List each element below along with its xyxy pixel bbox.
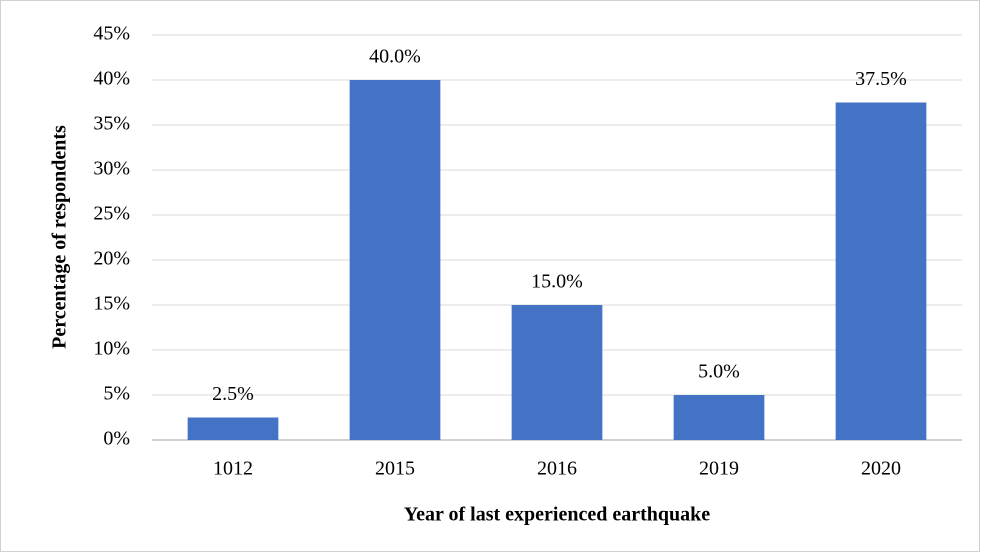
y-tick-label: 30% — [93, 158, 130, 180]
y-tick-label: 15% — [93, 293, 130, 315]
y-tick-label: 20% — [93, 248, 130, 270]
x-tick-label: 2019 — [699, 458, 739, 480]
y-tick-label: 25% — [93, 203, 130, 225]
y-tick-label: 5% — [103, 383, 130, 405]
data-label: 37.5% — [855, 68, 907, 90]
y-tick-label: 45% — [93, 23, 130, 45]
x-tick-label: 2016 — [537, 458, 577, 480]
data-label: 15.0% — [531, 271, 583, 293]
y-tick-label: 40% — [93, 68, 130, 90]
x-axis-title: Year of last experienced earthquake — [404, 504, 710, 526]
y-tick-label: 0% — [103, 428, 130, 450]
y-tick-label: 10% — [93, 338, 130, 360]
x-tick-label: 1012 — [213, 458, 253, 480]
bar — [349, 80, 441, 440]
bar — [187, 417, 279, 440]
data-label: 5.0% — [698, 361, 740, 383]
y-tick-label: 35% — [93, 113, 130, 135]
y-axis-title: Percentage of respondents — [49, 125, 71, 349]
bar — [511, 305, 603, 440]
bar — [673, 395, 765, 440]
data-label: 40.0% — [369, 46, 421, 68]
x-tick-label: 2015 — [375, 458, 415, 480]
x-tick-label: 2020 — [861, 458, 901, 480]
bar — [835, 102, 927, 440]
data-label: 2.5% — [212, 383, 254, 405]
